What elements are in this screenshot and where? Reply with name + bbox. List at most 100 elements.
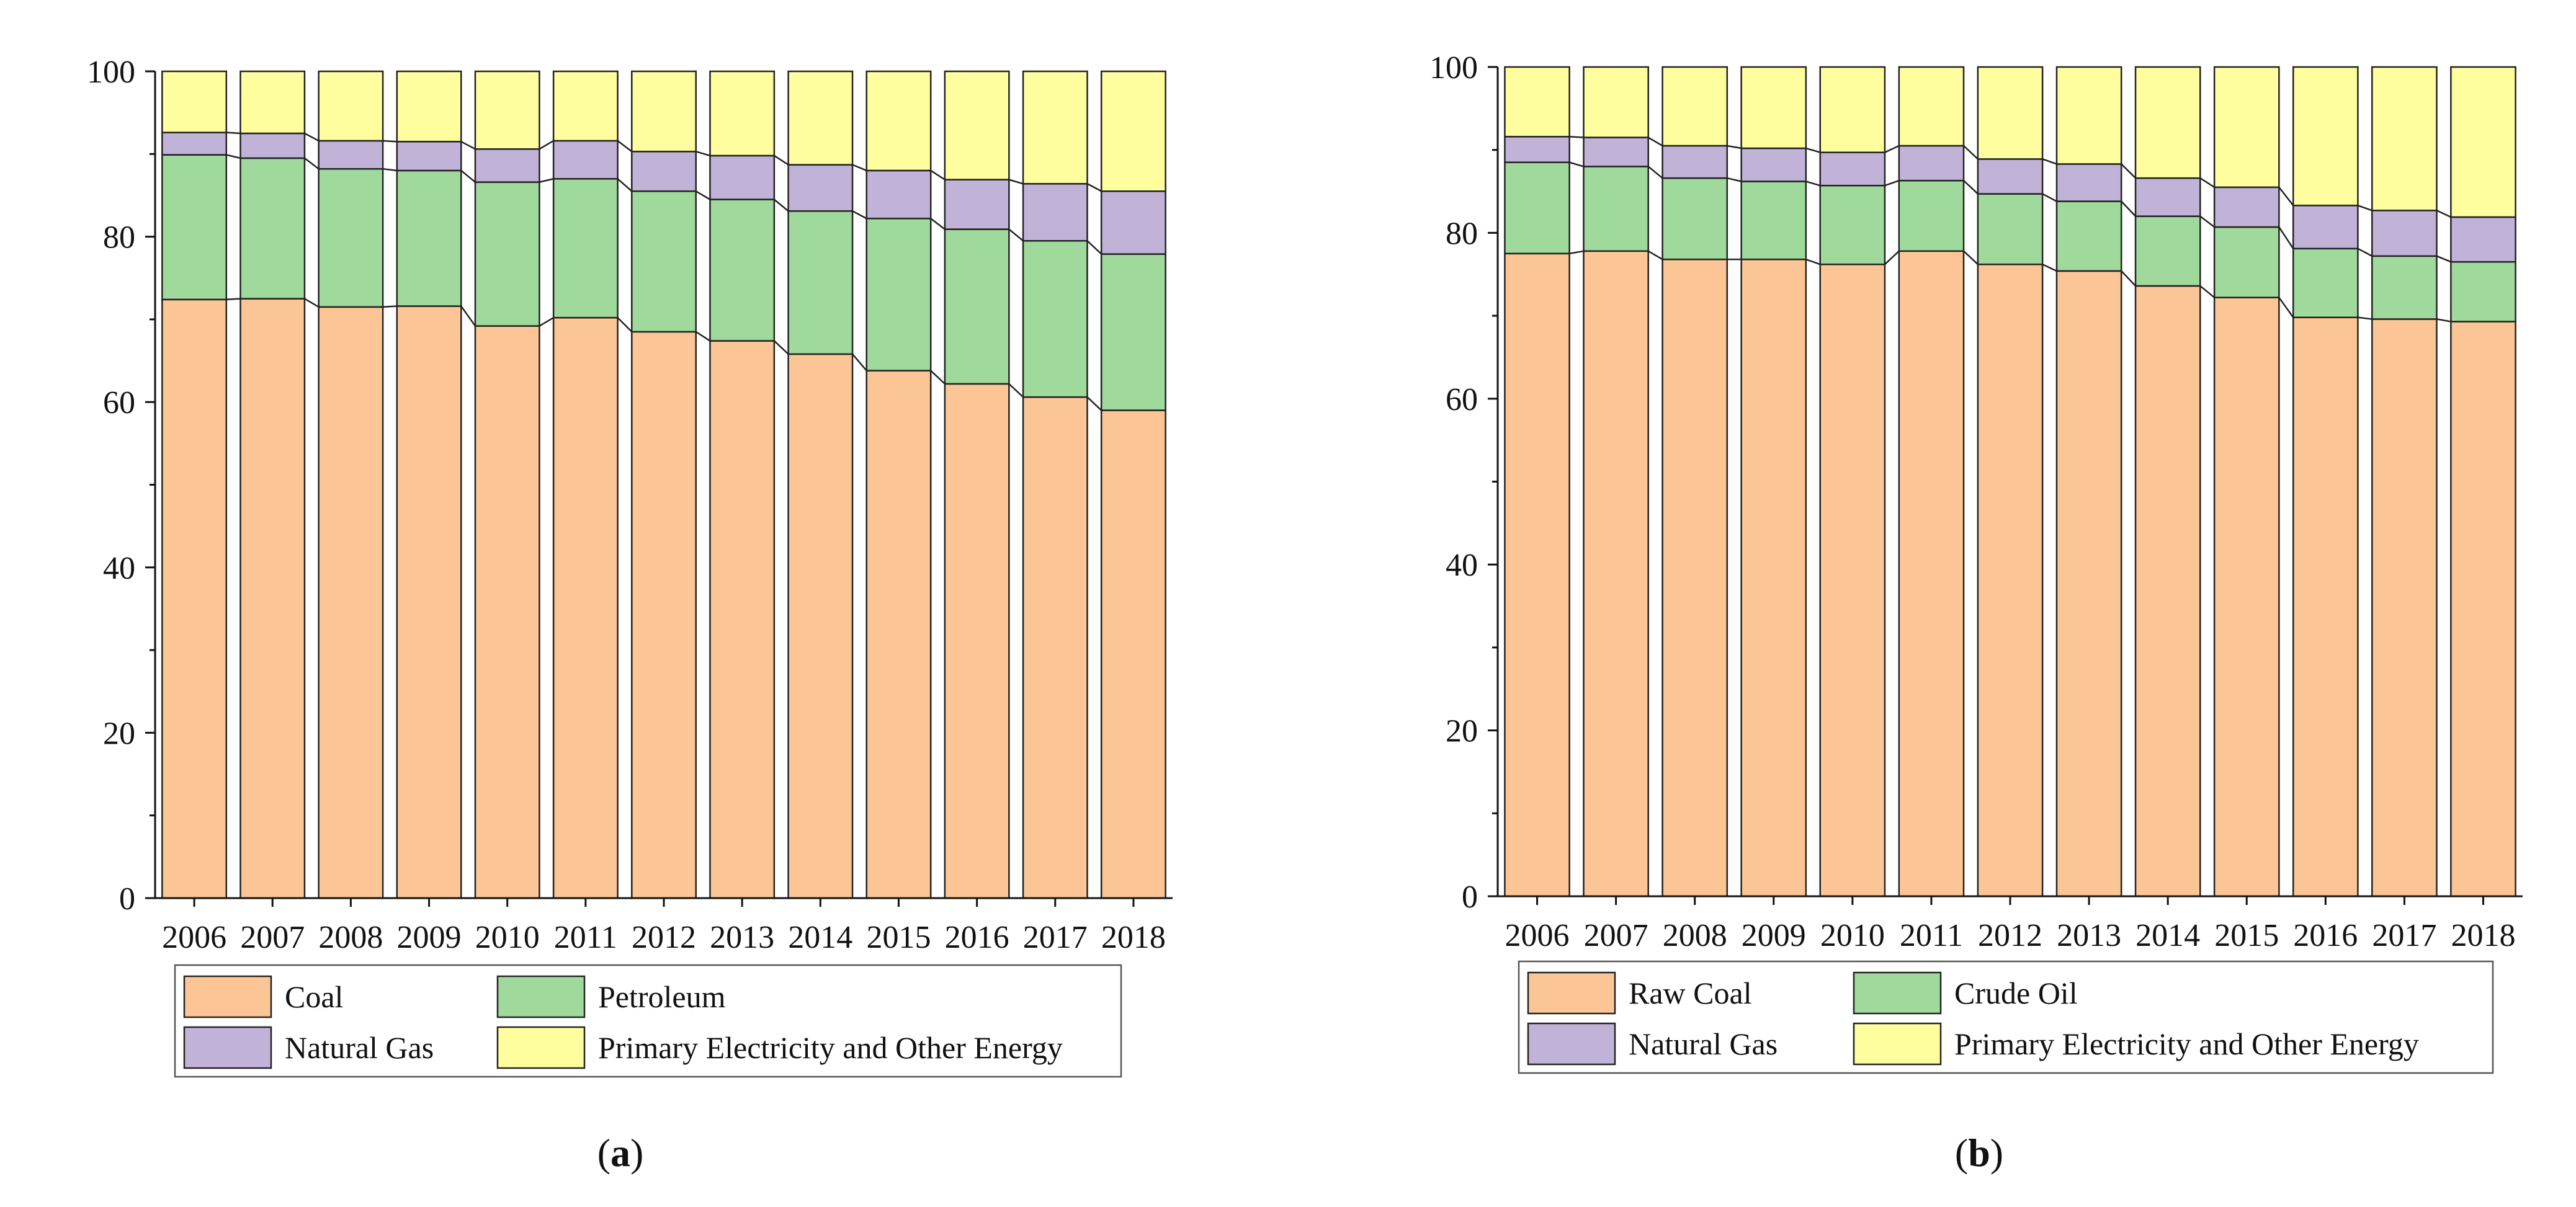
legend-swatch [1853,971,1942,1015]
connector-line [1963,250,1979,265]
bar-segment [631,190,697,333]
connector-line [930,218,946,230]
bar-segment [944,70,1010,180]
bar-segment [396,305,462,899]
x-tick-label: 2012 [632,920,696,955]
connector-line [617,178,633,192]
bar-segment [865,169,932,220]
bar-segment [396,169,462,307]
bar-segment [2134,66,2201,179]
x-tick-label: 2014 [788,920,852,955]
bar-segment [1898,179,1965,252]
bar-segment [944,383,1010,899]
legend-item: Coal [183,975,343,1018]
bar-segment [2055,200,2122,272]
bar-segment [631,70,697,153]
bar-segment [2292,316,2359,897]
connector-line [1086,183,1102,192]
bar-segment [1100,409,1166,899]
connector-line [2199,215,2215,228]
y-tick-label: 60 [1446,382,1478,417]
bar-segment [631,151,697,192]
y-tick-label: 40 [103,551,135,586]
legend-swatch [496,1026,586,1069]
connector-line [2121,163,2136,179]
legend-label: Raw Coal [1629,976,1752,1010]
connector-line [1963,180,1979,195]
legend-item: Raw Coal [1527,971,1752,1015]
bar-segment [1100,70,1166,192]
legend-label: Crude Oil [1954,976,2078,1010]
legend-box [1518,960,2494,1074]
bar-segment [2134,177,2201,217]
bar-segment [1022,396,1088,899]
legend-swatch [496,975,586,1018]
bar-segment [2134,285,2201,897]
connector-line [539,178,554,183]
connector-line [1963,145,1979,160]
legend-item: Natural Gas [183,1026,434,1069]
bar-segment [1504,136,1570,164]
x-tick-label: 2014 [2135,918,2200,953]
connector-line [2042,158,2057,165]
connector-line [2278,296,2294,318]
bar-segment [2450,216,2516,263]
bar-segment [474,148,540,183]
bar-segment [318,70,384,142]
y-tick-label: 100 [87,55,135,90]
panel-caption: (b) [1955,1131,2003,1175]
connector-line [617,140,633,153]
series-petroleum [161,154,1166,411]
bar-segment [2213,296,2280,897]
bar-segment [1583,250,1649,897]
bar-segment [1661,66,1729,147]
x-tick-label: 2013 [710,920,774,955]
connector-line [930,169,946,180]
bar-segment [2292,247,2359,319]
bar-segment [1583,66,1649,138]
bar-segment [318,306,384,899]
bar-segment [2371,66,2438,212]
x-tick-label: 2006 [1505,918,1570,953]
bar-segment [1661,258,1729,897]
series-natural-gas [161,131,1166,255]
connector-line [1647,166,1663,179]
legend-item: Crude Oil [1853,971,2078,1015]
series-primary-electricity-and-other-energy [1504,66,2516,218]
bar-segment [631,331,697,899]
bar-segment [1977,263,2044,897]
connector-line [1884,179,1900,187]
bar-segment [239,157,306,300]
bar-segment [1898,250,1965,897]
series-primary-electricity-and-other-energy [161,70,1166,192]
x-tick-label: 2017 [2372,918,2436,953]
connector-line [2436,255,2451,263]
bar-segment [396,141,462,172]
x-tick-label: 2007 [240,920,305,955]
bar-segment [865,370,932,899]
connector-line [1648,250,1663,261]
x-tick-label: 2008 [318,920,383,955]
bar-segment [1740,147,1807,182]
connector-line [695,190,711,200]
legend-label: Natural Gas [1629,1027,1778,1061]
y-tick-label: 40 [1446,548,1478,583]
series-coal [161,298,1166,899]
connector-line [2199,285,2215,298]
y-tick-label: 100 [1429,50,1478,86]
bar-segment [1022,183,1088,242]
x-tick-label: 2018 [1101,920,1166,955]
connector-line [1805,259,1821,265]
bar-segment [239,132,306,159]
bar-segment [2450,261,2516,323]
bar-segment [161,70,228,133]
legend-swatch [1527,971,1616,1015]
x-tick-label: 2011 [1900,918,1963,953]
series-raw-coal [1504,250,2516,897]
bar-segment [865,218,932,372]
bar-segment [1740,180,1807,261]
legend-label: Primary Electricity and Other Energy [598,1030,1063,1065]
bar-segment [1100,253,1166,411]
bar-segment [2213,226,2280,298]
